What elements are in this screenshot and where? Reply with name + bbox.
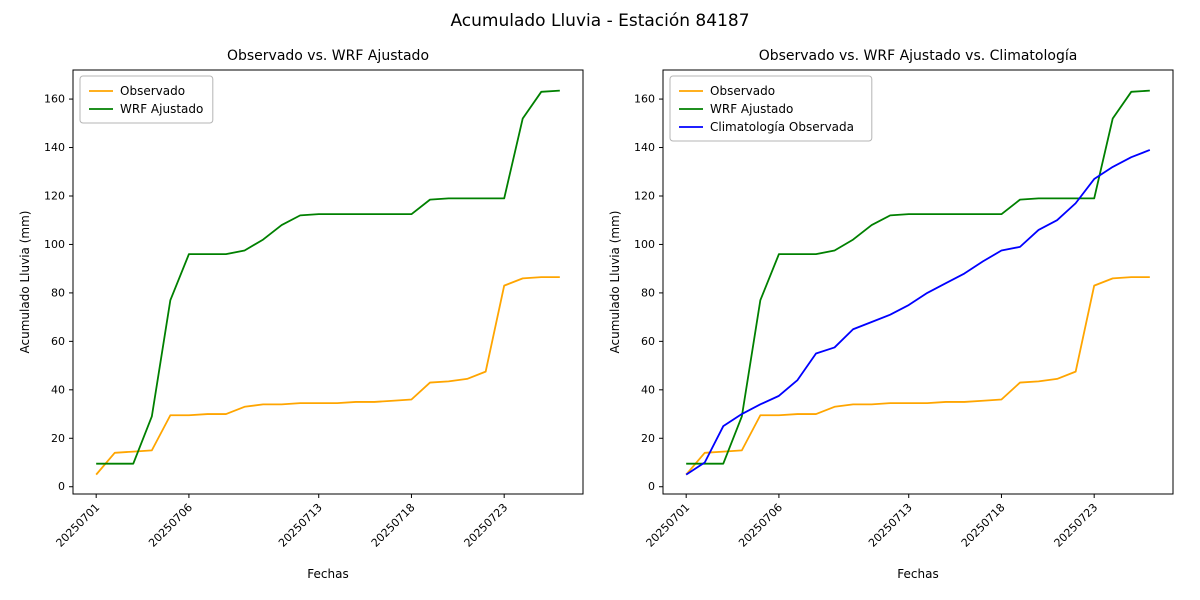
series-line-climatología-observada <box>685 149 1151 476</box>
y-tick-label: 100 <box>634 238 655 251</box>
series-line-wrf-ajustado <box>96 89 560 465</box>
x-axis-label: Fechas <box>897 567 938 581</box>
y-axis-label: Acumulado Lluvia (mm) <box>608 211 622 354</box>
x-tick-label: 20250723 <box>462 501 511 550</box>
x-tick-label: 20250706 <box>146 501 195 550</box>
subplot-1: 0 20 40 60 80 100 120 140 160 20250701 20250706 202… <box>18 48 584 581</box>
x-tick-label: 20250718 <box>369 501 418 550</box>
x-tick-label: 20250718 <box>959 501 1008 550</box>
series-line-observado <box>685 276 1150 476</box>
y-tick-label: 80 <box>641 286 655 299</box>
y-tick-label: 140 <box>44 141 65 154</box>
y-tick-label: 140 <box>634 141 655 154</box>
x-tick-label: 20250713 <box>866 501 915 550</box>
y-tick-label: 120 <box>44 189 65 202</box>
legend-label-wrf-ajustado: WRF Ajustado <box>710 102 793 116</box>
legend-box <box>669 75 873 142</box>
y-tick-label: 160 <box>634 93 655 106</box>
x-axis-label: Fechas <box>307 567 348 581</box>
x-tick-label: 20250701 <box>54 501 103 550</box>
y-tick-label: 40 <box>641 383 655 396</box>
legend-label-observado: Observado <box>120 84 185 98</box>
y-tick-label: 40 <box>51 383 65 396</box>
y-tick-label: 120 <box>634 189 655 202</box>
y-tick-label: 0 <box>648 480 655 493</box>
axes-frame <box>662 69 1174 495</box>
figure-title: Acumulado Lluvia - Estación 84187 <box>450 11 750 31</box>
subplot-title: Observado vs. WRF Ajustado <box>227 48 429 64</box>
y-tick-label: 20 <box>51 432 65 445</box>
subplot-2: 0 20 40 60 80 100 120 140 160 20250701 20250706 202… <box>608 48 1174 581</box>
y-tick-label: 20 <box>641 432 655 445</box>
subplot-title: Observado vs. WRF Ajustado vs. Climatolo… <box>759 48 1078 64</box>
x-tick-label: 20250713 <box>276 501 325 550</box>
y-tick-label: 0 <box>58 480 65 493</box>
y-tick-label: 160 <box>44 93 65 106</box>
y-axis-label: Acumulado Lluvia (mm) <box>18 211 32 354</box>
axes-frame <box>72 69 584 495</box>
y-tick-label: 60 <box>51 335 65 348</box>
y-tick-label: 80 <box>51 286 65 299</box>
series-line-observado <box>95 276 560 476</box>
y-tick-label: 100 <box>44 238 65 251</box>
legend-label-climatología-observada: Climatología Observada <box>710 120 854 134</box>
x-tick-label: 20250701 <box>644 501 693 550</box>
legend-box <box>79 75 214 124</box>
legend-label-observado: Observado <box>710 84 775 98</box>
legend-label-wrf-ajustado: WRF Ajustado <box>120 102 203 116</box>
y-tick-label: 60 <box>641 335 655 348</box>
series-line-wrf-ajustado <box>686 89 1150 465</box>
x-tick-label: 20250723 <box>1052 501 1101 550</box>
x-tick-label: 20250706 <box>736 501 785 550</box>
